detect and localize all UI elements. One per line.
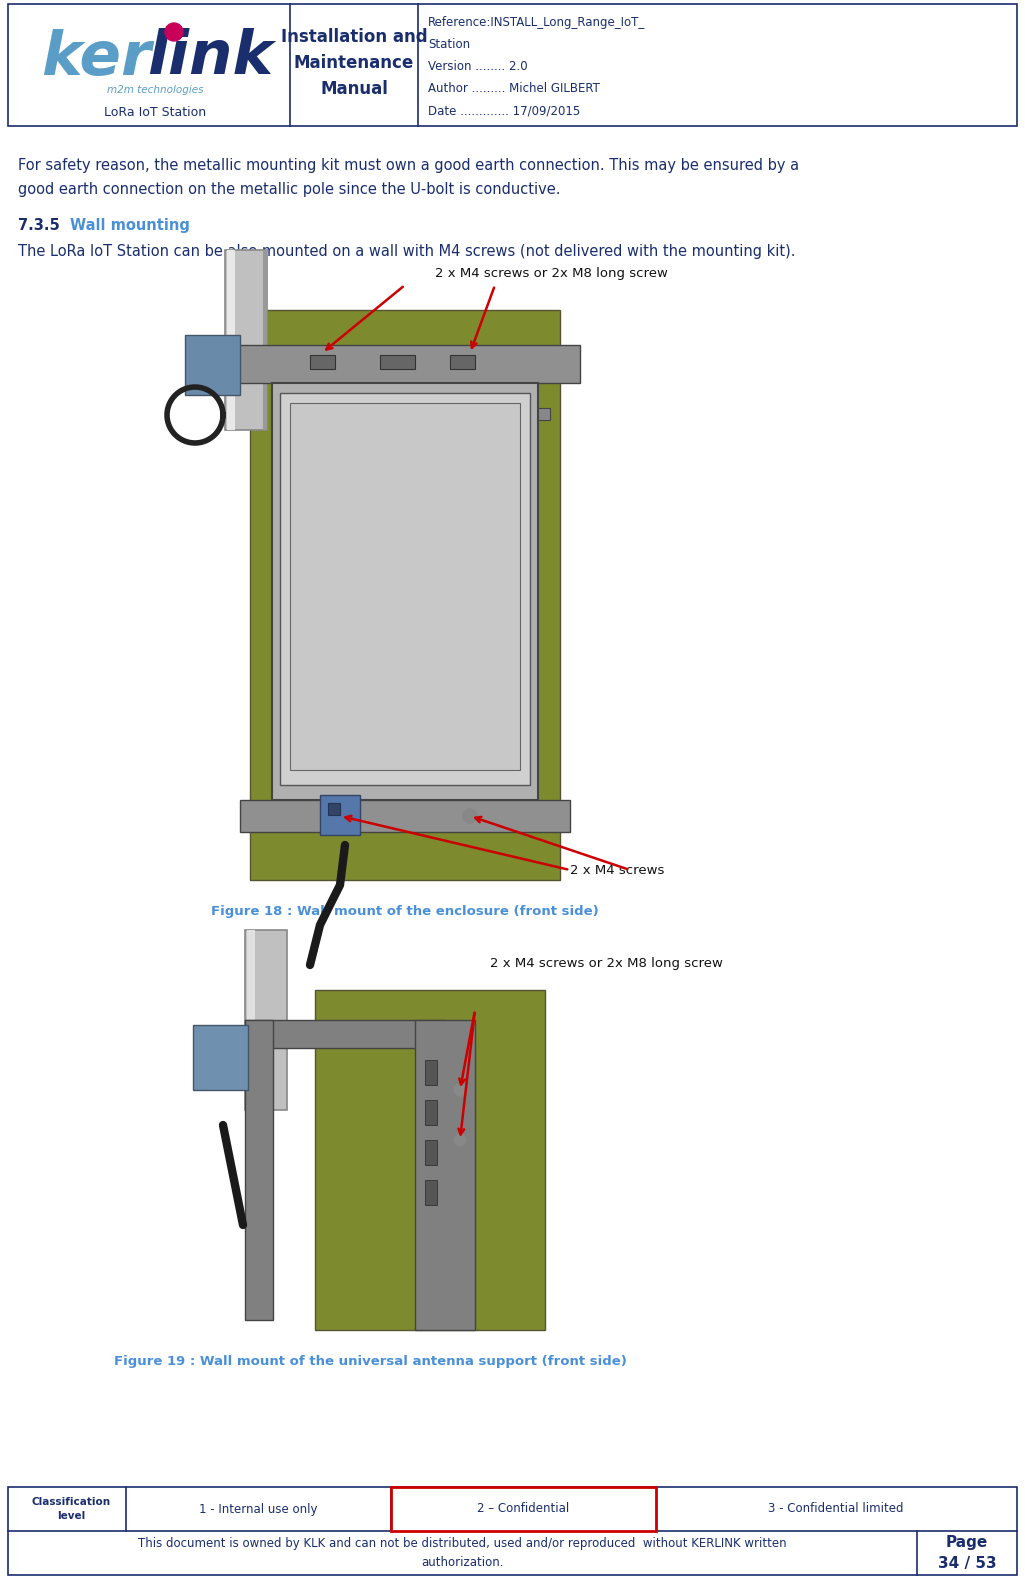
Bar	[538, 408, 550, 419]
Bar	[315, 990, 545, 1329]
Bar	[193, 1025, 248, 1090]
Text: ker: ker	[41, 28, 151, 87]
Text: Page
34 / 53: Page 34 / 53	[938, 1534, 996, 1571]
Text: Figure 18 : Wall mount of the enclosure (front side): Figure 18 : Wall mount of the enclosure …	[211, 905, 599, 918]
Bar	[425, 1060, 437, 1085]
Text: Date ............. 17/09/2015: Date ............. 17/09/2015	[428, 104, 580, 117]
Bar	[184, 334, 240, 394]
Bar	[425, 1140, 437, 1165]
Text: link: link	[147, 28, 273, 87]
Text: authorization.: authorization.	[420, 1555, 503, 1569]
Bar	[250, 311, 560, 880]
Text: m2m technologies: m2m technologies	[107, 85, 203, 95]
Bar	[247, 930, 255, 1110]
Bar	[450, 355, 475, 369]
Text: This document is owned by ​KLK​ and can not be distributed, used and/or reproduc: This document is owned by ​KLK​ and can …	[137, 1538, 786, 1550]
Bar	[245, 1020, 273, 1320]
Text: Version ........ 2.0: Version ........ 2.0	[428, 60, 528, 73]
Circle shape	[165, 24, 183, 41]
Bar	[380, 355, 415, 369]
Text: Author ......... Michel GILBERT: Author ......... Michel GILBERT	[428, 82, 600, 95]
Bar	[425, 1101, 437, 1124]
Bar	[263, 251, 266, 431]
Text: The LoRa IoT Station can be also mounted on a wall with M4 screws (not delivered: The LoRa IoT Station can be also mounted…	[18, 244, 795, 259]
Circle shape	[463, 809, 477, 823]
Bar	[272, 383, 538, 800]
Bar	[290, 404, 520, 770]
Bar	[391, 1487, 656, 1531]
Text: 3 - Confidential limited: 3 - Confidential limited	[769, 1503, 904, 1515]
Text: Installation and
Maintenance
Manual: Installation and Maintenance Manual	[281, 28, 427, 98]
Text: Figure 19 : Wall mount of the universal antenna support (front side): Figure 19 : Wall mount of the universal …	[114, 1355, 626, 1367]
Circle shape	[454, 1134, 466, 1146]
Bar	[320, 795, 360, 834]
Bar	[8, 1487, 1017, 1575]
Bar	[205, 930, 535, 1350]
Text: 2 x M4 screws or 2x M8 long screw: 2 x M4 screws or 2x M8 long screw	[435, 267, 668, 281]
Text: For safety reason, the metallic mounting kit must own a good earth connection. T: For safety reason, the metallic mounting…	[18, 158, 800, 173]
Bar	[425, 1180, 437, 1205]
Bar	[310, 355, 335, 369]
Text: good earth connection on the metallic pole since the U-bolt is conductive.: good earth connection on the metallic po…	[18, 181, 561, 197]
Bar	[328, 803, 340, 815]
Text: 1 - Internal use only: 1 - Internal use only	[199, 1503, 318, 1515]
Text: Station: Station	[428, 38, 470, 50]
Bar	[240, 800, 570, 833]
Text: 2 x M4 screws or 2x M8 long screw: 2 x M4 screws or 2x M8 long screw	[490, 957, 723, 970]
Circle shape	[454, 1083, 466, 1096]
Bar	[8, 5, 1017, 126]
Bar	[226, 251, 266, 431]
Text: 2 – Confidential: 2 – Confidential	[477, 1503, 569, 1515]
Text: LoRa IoT Station: LoRa IoT Station	[104, 106, 206, 118]
Text: 2 x M4 screws: 2 x M4 screws	[570, 864, 664, 877]
Text: Reference:INSTALL_Long_Range_IoT_: Reference:INSTALL_Long_Range_IoT_	[428, 16, 646, 28]
Bar	[230, 345, 580, 383]
Bar	[227, 251, 235, 431]
Text: Wall mounting: Wall mounting	[70, 218, 190, 233]
Text: Classification
level: Classification level	[32, 1498, 111, 1520]
Bar	[415, 1020, 475, 1329]
Bar	[245, 1020, 445, 1049]
Bar	[280, 393, 530, 785]
Text: 7.3.5: 7.3.5	[18, 218, 59, 233]
Bar	[245, 930, 287, 1110]
